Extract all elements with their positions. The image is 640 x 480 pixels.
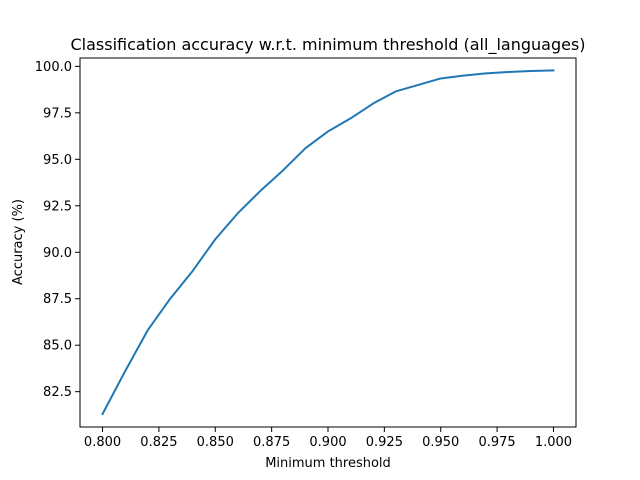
plot-area: 0.800 0.825 0.850 0.875 0.900 0.925 0.950 0.975… xyxy=(35,57,577,450)
x-tick-label: 1.000 xyxy=(535,435,572,450)
series-line xyxy=(101,69,555,416)
x-tick-label: 0.850 xyxy=(197,435,234,450)
x-tick-label: 0.900 xyxy=(309,435,346,450)
y-tick-label: 97.5 xyxy=(43,106,72,121)
x-tick-label: 0.825 xyxy=(140,435,177,450)
y-tick-label: 85.0 xyxy=(43,339,72,354)
plot-frame xyxy=(79,57,577,428)
x-tick-label: 0.975 xyxy=(478,435,515,450)
y-tick-label: 92.5 xyxy=(43,199,72,214)
x-tick-label: 0.925 xyxy=(366,435,403,450)
y-tick-label: 82.5 xyxy=(43,385,72,400)
y-tick-label: 87.5 xyxy=(43,292,72,307)
y-tick-label: 90.0 xyxy=(43,246,72,261)
x-tick-label: 0.800 xyxy=(84,435,121,450)
y-tick-label: 100.0 xyxy=(35,60,72,75)
x-tick-label: 0.950 xyxy=(422,435,459,450)
y-tick-label: 95.0 xyxy=(43,153,72,168)
x-axis-label: Minimum threshold xyxy=(265,456,391,471)
x-tick-label: 0.875 xyxy=(253,435,290,450)
y-axis-label: Accuracy (%) xyxy=(11,199,26,285)
chart-title: Classification accuracy w.r.t. minimum t… xyxy=(70,35,585,55)
